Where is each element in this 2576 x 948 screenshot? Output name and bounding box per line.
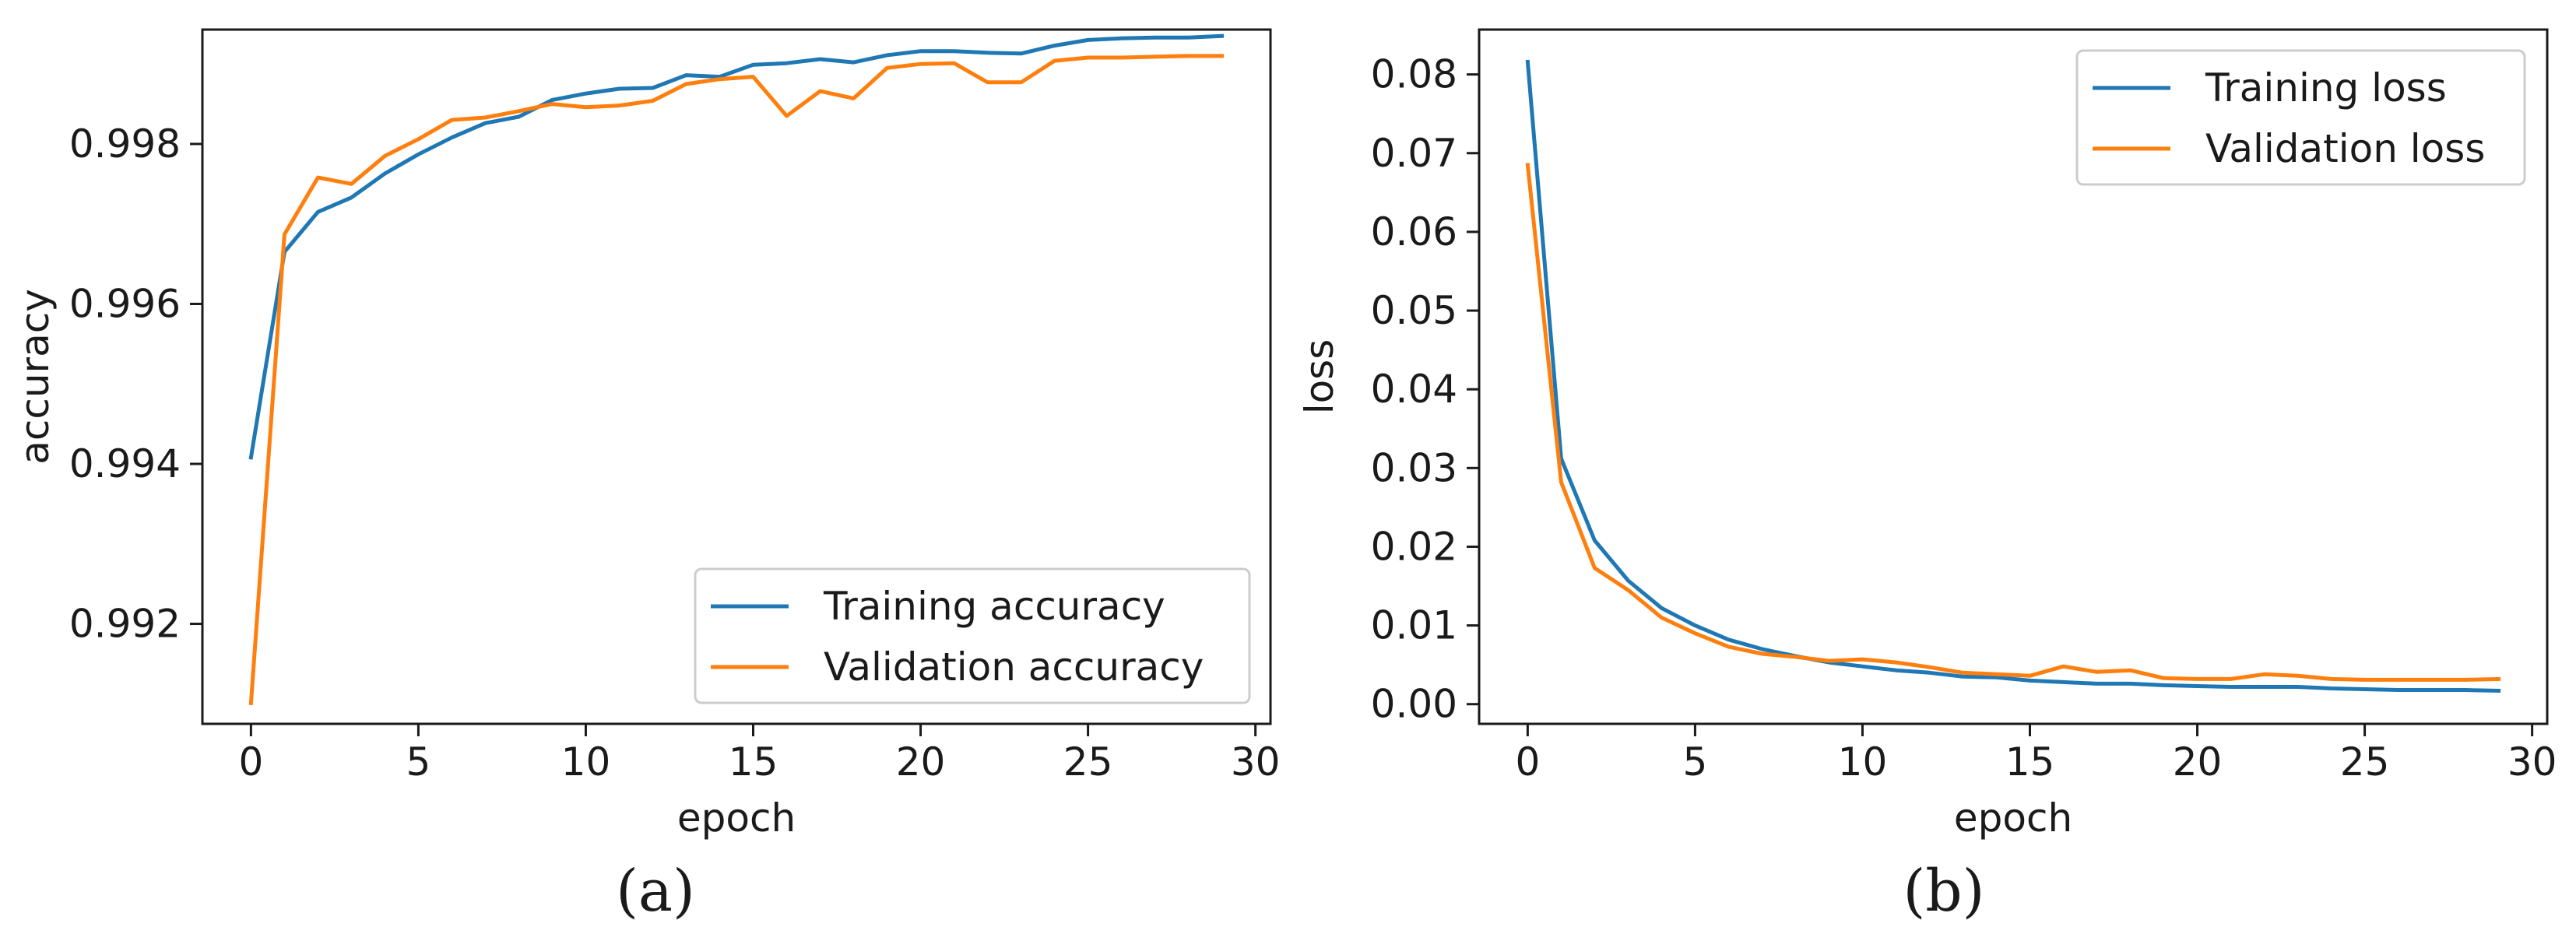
plot-frame [201, 28, 1272, 725]
y-tick-label: 0.02 [1371, 524, 1457, 569]
x-tick-label: 15 [2005, 739, 2055, 785]
chart-accuracy: 0 5 10 15 20 25 30 0.992 0.994 0.996 0.998 epoch acc… [12, 28, 1281, 925]
y-tick-label: 0.994 [69, 441, 181, 486]
y-tick-label: 0.996 [69, 281, 181, 326]
series-line-training-accuracy [248, 33, 1225, 460]
x-tick-label: 25 [2340, 739, 2390, 785]
x-tick-label: 25 [1063, 739, 1113, 785]
x-tick-label: 0 [238, 739, 263, 785]
figure-caption: (b) [1903, 858, 1984, 925]
series-line-training-loss [1525, 59, 2501, 693]
x-tick-label: 20 [2173, 739, 2223, 785]
y-tick-label: 0.07 [1371, 131, 1457, 176]
legend-box [694, 567, 1251, 704]
x-tick-label: 20 [896, 739, 946, 785]
legend: Training accuracy Validation accuracy [694, 567, 1251, 704]
y-tick-label: 0.01 [1371, 603, 1457, 648]
legend-label: Training accuracy [823, 584, 1165, 629]
y-tick-label: 0.04 [1371, 367, 1457, 412]
y-tick-label: 0.00 [1371, 682, 1457, 727]
x-axis-label: epoch [1954, 795, 2072, 841]
series-line-validation-accuracy [248, 54, 1225, 705]
y-tick-label: 0.08 [1371, 52, 1457, 97]
series-line-validation-loss [1525, 163, 2501, 682]
x-tick-label: 15 [729, 739, 778, 785]
legend-box [2075, 49, 2526, 186]
chart-loss: 0 5 10 15 20 25 30 0.00 0.01 0.02 0.03 0.04 0.05 0.06… [1297, 28, 2557, 925]
y-tick-label: 0.03 [1371, 445, 1457, 490]
x-axis-label: epoch [677, 795, 796, 841]
y-tick-label: 0.998 [69, 121, 181, 167]
x-tick-label: 5 [1683, 739, 1708, 785]
x-tick-label: 30 [2507, 739, 2557, 785]
plot-frame [1478, 28, 2549, 725]
x-tick-label: 5 [406, 739, 431, 785]
y-axis-label: loss [1297, 339, 1342, 415]
x-tick-label: 10 [561, 739, 611, 785]
x-tick-label: 30 [1231, 739, 1281, 785]
y-tick-label: 0.06 [1371, 209, 1457, 255]
legend-label: Validation accuracy [824, 644, 1204, 690]
legend-label: Validation loss [2205, 126, 2485, 171]
y-tick-label: 0.992 [69, 602, 181, 647]
x-tick-label: 0 [1515, 739, 1540, 785]
x-tick-label: 10 [1838, 739, 1888, 785]
y-axis-label: accuracy [12, 289, 58, 465]
legend-label: Training loss [2205, 65, 2447, 111]
figure-caption: (a) [616, 858, 695, 925]
y-tick-label: 0.05 [1371, 288, 1457, 333]
legend: Training loss Validation loss [2075, 49, 2526, 186]
